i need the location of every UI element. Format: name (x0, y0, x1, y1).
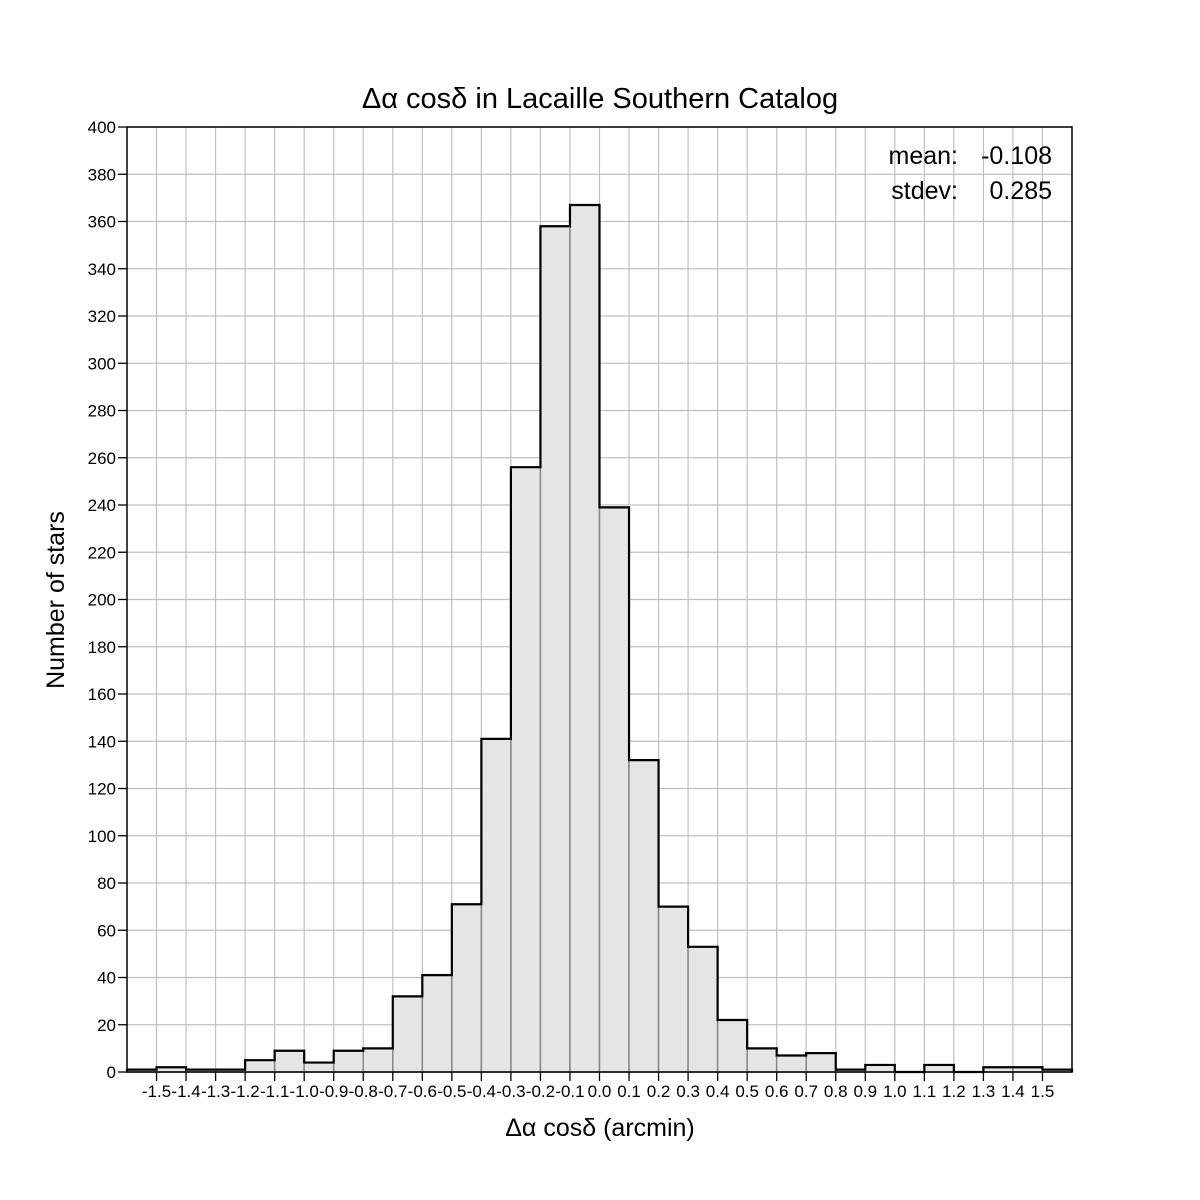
histogram-bar (775, 1054, 807, 1073)
y-tick-label: 0 (107, 1063, 116, 1082)
x-tick-label: 0.8 (824, 1082, 848, 1101)
y-tick-label: 80 (97, 874, 116, 893)
histogram-bar (716, 1019, 748, 1073)
histogram-bar (451, 903, 483, 1073)
y-axis-label: Number of stars (42, 511, 70, 689)
y-tick-label: 260 (88, 449, 116, 468)
histogram-bar (332, 1049, 364, 1073)
y-tick-label: 380 (88, 165, 116, 184)
histogram-bar (598, 506, 630, 1073)
y-tick-label: 340 (88, 260, 116, 279)
x-tick-label: 0.6 (765, 1082, 789, 1101)
stdev-label: stdev: (891, 177, 958, 205)
y-tick-label: 100 (88, 827, 116, 846)
x-tick-label: 0.5 (735, 1082, 759, 1101)
x-tick-label: -0.3 (496, 1082, 525, 1101)
mean-label: mean: (889, 142, 958, 170)
x-tick-label: -1.5 (142, 1082, 171, 1101)
y-tick-label: 60 (97, 921, 116, 940)
x-tick-label: 0.0 (588, 1082, 612, 1101)
chart-title: Δα cosδ in Lacaille Southern Catalog (362, 83, 838, 115)
histogram-bar (303, 1061, 335, 1073)
x-axis-ticks: -1.5 -1.4 -1.3 -1.2 -1.1 -1.0 -0.9 -0.8 -0.7 -0.6… (142, 1072, 1054, 1101)
y-tick-label: 140 (88, 732, 116, 751)
histogram-bars (126, 204, 1073, 1073)
histogram-bar (687, 946, 719, 1073)
y-tick-label: 360 (88, 213, 116, 232)
x-tick-label: 1.0 (883, 1082, 907, 1101)
y-tick-label: 320 (88, 307, 116, 326)
histogram-bar (273, 1049, 305, 1073)
y-tick-label: 180 (88, 638, 116, 657)
x-tick-label: -0.4 (467, 1082, 496, 1101)
y-tick-label: 400 (88, 118, 116, 137)
stats-annotation: mean: -0.108 stdev: 0.285 (889, 142, 1052, 205)
x-tick-label: 0.7 (794, 1082, 818, 1101)
x-tick-label: 0.1 (617, 1082, 641, 1101)
x-tick-label: 1.5 (1031, 1082, 1055, 1101)
y-axis-ticks: 0 20 40 60 80 100 120 140 160 180 200 220 240 260 280 3… (88, 118, 127, 1082)
y-tick-label: 200 (88, 591, 116, 610)
histogram-bar (746, 1047, 778, 1073)
histogram-bar (392, 995, 424, 1073)
x-tick-label: 1.1 (913, 1082, 937, 1101)
histogram-bar (805, 1052, 837, 1073)
histogram-bar (628, 759, 660, 1073)
mean-value: -0.108 (981, 142, 1052, 170)
x-tick-label: -1.3 (201, 1082, 230, 1101)
histogram-bar (569, 204, 601, 1073)
x-tick-label: -0.6 (408, 1082, 437, 1101)
y-tick-label: 120 (88, 780, 116, 799)
y-tick-label: 300 (88, 354, 116, 373)
x-tick-label: -1.4 (171, 1082, 200, 1101)
histogram-bar (657, 905, 689, 1073)
x-tick-label: -1.2 (230, 1082, 259, 1101)
x-tick-label: -1.1 (260, 1082, 289, 1101)
stdev-value: 0.285 (989, 177, 1052, 205)
x-tick-label: -0.2 (526, 1082, 555, 1101)
x-tick-label: -0.8 (349, 1082, 378, 1101)
x-tick-label: -0.1 (555, 1082, 584, 1101)
x-tick-label: 0.4 (706, 1082, 730, 1101)
x-tick-label: -0.9 (319, 1082, 348, 1101)
histogram-bar (362, 1047, 394, 1073)
x-axis-label: Δα cosδ (arcmin) (505, 1114, 695, 1142)
x-tick-label: -0.5 (437, 1082, 466, 1101)
y-tick-label: 220 (88, 543, 116, 562)
y-tick-label: 240 (88, 496, 116, 515)
x-tick-label: -1.0 (290, 1082, 319, 1101)
x-tick-label: 1.2 (942, 1082, 966, 1101)
y-tick-label: 280 (88, 402, 116, 421)
y-tick-label: 20 (97, 1016, 116, 1035)
y-tick-label: 160 (88, 685, 116, 704)
x-tick-label: 1.4 (1001, 1082, 1025, 1101)
histogram-bar (421, 974, 453, 1073)
histogram-bar (539, 225, 571, 1073)
y-tick-label: 40 (97, 969, 116, 988)
x-tick-label: 0.3 (676, 1082, 700, 1101)
x-tick-label: 0.2 (647, 1082, 671, 1101)
x-tick-label: 1.3 (972, 1082, 996, 1101)
x-tick-label: -0.7 (378, 1082, 407, 1101)
x-tick-label: 0.9 (853, 1082, 877, 1101)
histogram-bar (510, 466, 542, 1073)
histogram-bar (480, 738, 512, 1073)
histogram-bar (244, 1059, 276, 1073)
